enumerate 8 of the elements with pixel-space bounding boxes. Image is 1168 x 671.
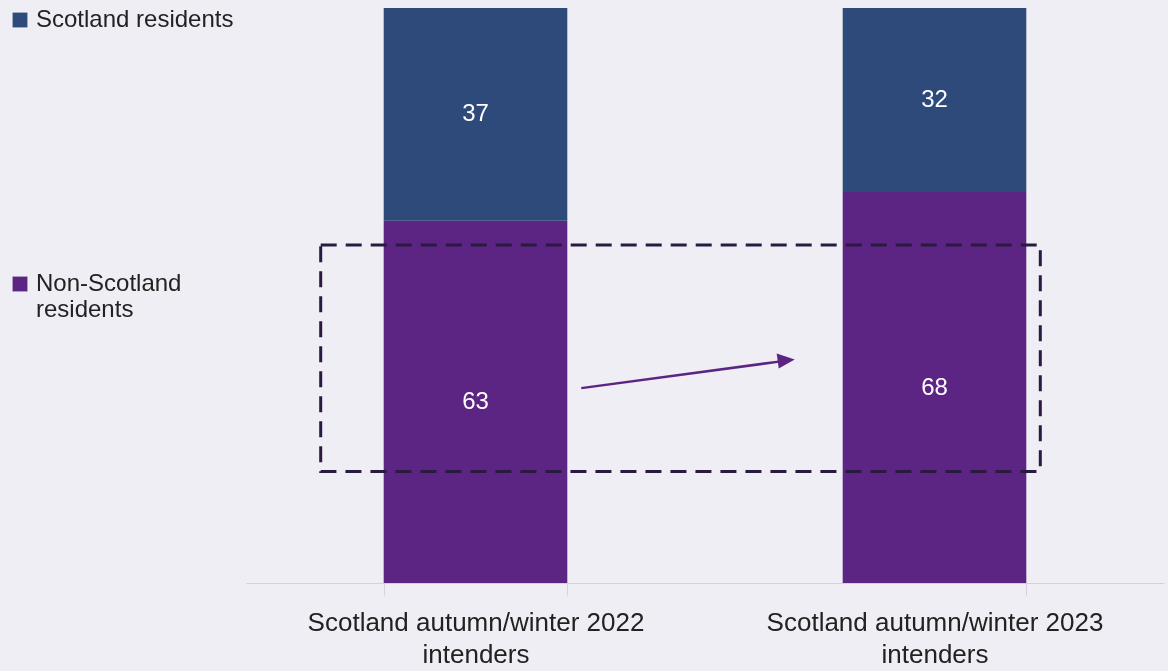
- x-tick-label: Scotland autumn/winter 2023 intenders: [766, 606, 1104, 669]
- x-tick-label: Scotland autumn/winter 2022 intenders: [307, 606, 645, 669]
- data-label: 32: [921, 85, 948, 112]
- legend-label: Non-Scotland residents: [36, 269, 182, 322]
- data-label: 37: [462, 99, 489, 127]
- legend-label: Scotland residents: [36, 5, 234, 32]
- data-label: 63: [462, 386, 489, 414]
- data-label: 68: [921, 372, 948, 400]
